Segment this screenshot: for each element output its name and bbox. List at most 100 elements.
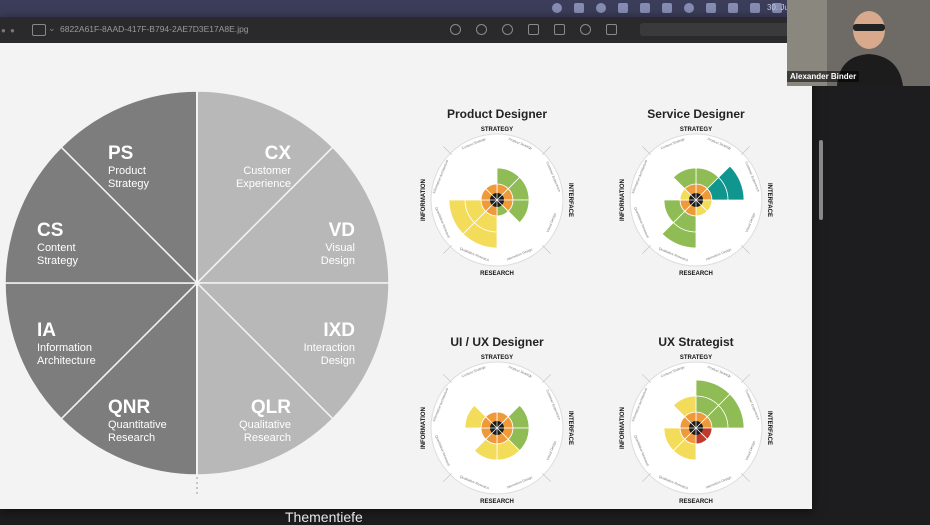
pen-icon[interactable] — [554, 24, 565, 35]
wheel-segment-qlr — [196, 281, 334, 476]
record-icon[interactable] — [596, 3, 606, 13]
toolbar-tools — [450, 24, 617, 35]
wheel-code-ixd: IXD — [323, 320, 355, 341]
profile-axis-tick — [642, 374, 651, 383]
wheel-label-vd: Visual — [325, 242, 355, 254]
profile-axis-tick — [443, 374, 452, 383]
wheel-label-qnr: Quantitative — [108, 419, 167, 431]
profile-title: UX Strategist — [658, 335, 733, 349]
app-grid-icon[interactable] — [662, 3, 672, 13]
markup-icon[interactable] — [606, 24, 617, 35]
wheel-segment-ixd — [195, 282, 390, 420]
bluetooth-icon[interactable] — [728, 3, 738, 13]
volume-icon[interactable] — [750, 3, 760, 13]
wheel-label-ps: Product — [108, 165, 146, 177]
axis-label-interface: INTERFACE — [766, 411, 772, 445]
slide-caption: Thementiefe — [285, 509, 363, 525]
profile-axis-tick — [642, 146, 651, 155]
traffic-lights[interactable]: ● ● — [1, 26, 16, 35]
wheel-label-qlr: Research — [244, 432, 291, 444]
shield-icon[interactable] — [618, 3, 628, 13]
profile-segment — [464, 404, 487, 429]
profile-axis-tick — [542, 245, 551, 254]
profile-segment — [661, 222, 697, 249]
profile-axis-tick — [443, 245, 452, 254]
wheel-label-cs: Content — [37, 242, 76, 254]
profile-title: Product Designer — [447, 107, 547, 121]
wheel-code-cx: CX — [265, 143, 292, 164]
profile-axis-tick — [741, 245, 750, 254]
wheel-segment-cx — [196, 90, 334, 285]
profile-title: Service Designer — [647, 107, 745, 121]
profile-ring-label: Visual Design — [546, 440, 558, 461]
profile-segment — [473, 438, 498, 461]
profile-segment — [663, 199, 686, 224]
profile-axis-tick — [741, 374, 750, 383]
screen-share-icon[interactable] — [574, 3, 584, 13]
menubar-clock[interactable]: 30. Juni — [766, 3, 795, 12]
search-icon[interactable] — [552, 3, 562, 13]
profile-segment — [718, 165, 745, 201]
share-icon[interactable] — [528, 24, 539, 35]
axis-label-information: INFORMATION — [421, 407, 427, 449]
profile-title: UI / UX Designer — [450, 335, 544, 349]
zoom-in-icon[interactable] — [502, 24, 513, 35]
history-icon[interactable] — [684, 3, 694, 13]
profile-center-spoke — [491, 194, 503, 206]
profile-axis-tick — [542, 374, 551, 383]
profile-axis-tick — [642, 473, 651, 482]
window-titlebar: ● ● ⌄ 6822A61F-8AAD-417F-B794-2AE7D3E17A… — [0, 17, 812, 43]
wheel-label-cs: Strategy — [37, 255, 78, 267]
menubar-status-icons — [552, 3, 782, 13]
profile-axis-tick — [542, 146, 551, 155]
axis-label-interface: INTERFACE — [567, 183, 573, 217]
image-canvas: PS Product Strategy CX Customer Experience VD V… — [0, 43, 812, 509]
vertical-scrollbar[interactable] — [819, 140, 823, 220]
wifi-icon[interactable] — [706, 3, 716, 13]
wheel-code-cs: CS — [37, 220, 63, 241]
zoom-out-icon[interactable] — [476, 24, 487, 35]
competence-diagram: PSProductStrategyCXCustomerExperienceVDV… — [4, 90, 772, 505]
axis-label-information: INFORMATION — [421, 179, 427, 221]
axis-label-information: INFORMATION — [620, 179, 626, 221]
participant-name: Alexander Binder — [787, 71, 860, 82]
profile-axis-tick — [642, 245, 651, 254]
profile-center-spoke — [491, 422, 503, 434]
profile-ring-label: Visual Design — [745, 212, 757, 233]
axis-label-strategy: STRATEGY — [481, 127, 513, 133]
calendar-icon[interactable] — [640, 3, 650, 13]
wheel-code-qlr: QLR — [251, 397, 291, 418]
wheel-label-ps: Strategy — [108, 178, 149, 190]
profile-axis-tick — [443, 146, 452, 155]
wheel-segment-vd — [195, 146, 390, 284]
wheel-code-ia: IA — [37, 320, 56, 341]
battery-icon[interactable] — [772, 3, 782, 13]
rotate-icon[interactable] — [580, 24, 591, 35]
chevron-down-icon[interactable]: ⌄ — [48, 23, 56, 33]
wheel-label-ixd: Design — [321, 355, 355, 367]
system-menubar: 30. Juni — [0, 0, 930, 17]
wheel-label-ixd: Interaction — [304, 342, 355, 354]
profile-axis-tick — [542, 473, 551, 482]
profile-axis-tick — [443, 473, 452, 482]
sidebar-toggle-icon[interactable] — [32, 24, 46, 36]
wheel-segment-qnr — [60, 281, 198, 476]
profile-segment — [507, 199, 530, 224]
wheel-segment-ps — [60, 90, 198, 285]
axis-label-strategy: STRATEGY — [680, 127, 712, 133]
axis-label-interface: INTERFACE — [766, 183, 772, 217]
wheel-segment-cs — [4, 146, 199, 284]
profile-center-spoke — [690, 422, 702, 434]
window-filename: 6822A61F-8AAD-417F-B794-2AE7D3E17A8E.jpg — [60, 24, 249, 34]
axis-label-information: INFORMATION — [620, 407, 626, 449]
axis-label-interface: INTERFACE — [567, 411, 573, 445]
axis-label-strategy: STRATEGY — [481, 355, 513, 361]
profile-segment — [663, 427, 686, 452]
info-icon[interactable] — [450, 24, 461, 35]
profile-axis-tick — [741, 146, 750, 155]
search-input[interactable] — [640, 23, 790, 36]
